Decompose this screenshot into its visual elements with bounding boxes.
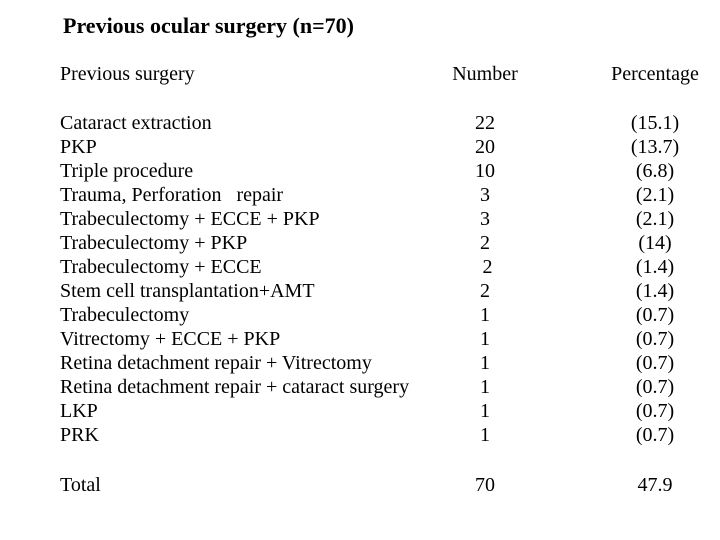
cell-number: 1 (480, 328, 490, 350)
cell-number: 1 (480, 376, 490, 398)
cell-number: 1 (480, 352, 490, 374)
cell-percentage: (1.4) (635, 280, 675, 302)
table-row: PKP 20 (13.7) (60, 135, 720, 159)
cell-percentage: (13.7) (630, 136, 680, 158)
table-row: Trabeculectomy + PKP 2 (14) (60, 231, 720, 255)
cell-percentage: (0.7) (635, 328, 675, 350)
column-header-percentage: Percentage (611, 63, 699, 85)
cell-number: 22 (475, 112, 495, 134)
cell-number: 1 (480, 304, 490, 326)
table-row: Trabeculectomy + ECCE + PKP 3 (2.1) (60, 207, 720, 231)
cell-percentage: (0.7) (635, 400, 675, 422)
cell-surgery: PRK (60, 424, 99, 446)
cell-percentage: (2.1) (635, 184, 675, 206)
total-percentage: 47.9 (637, 474, 673, 496)
table-body: Cataract extraction 22 (15.1) PKP 20 (13.7) Tr… (60, 111, 720, 447)
table-row: Vitrectomy + ECCE + PKP 1 (0.7) (60, 327, 720, 351)
cell-number: 1 (480, 424, 490, 446)
cell-surgery: Cataract extraction (60, 112, 212, 134)
cell-number: 20 (475, 136, 495, 158)
cell-surgery: Trabeculectomy + ECCE (60, 256, 262, 278)
table-row: Trauma, Perforation repair 3 (2.1) (60, 183, 720, 207)
cell-number: 2 (477, 256, 493, 278)
table-row: Trabeculectomy 1 (0.7) (60, 303, 720, 327)
cell-percentage: (0.7) (635, 376, 675, 398)
cell-number: 2 (480, 280, 490, 302)
total-number: 70 (475, 474, 495, 496)
table-total-row: Total 70 47.9 (60, 473, 720, 497)
cell-percentage: (15.1) (630, 112, 680, 134)
cell-number: 2 (480, 232, 490, 254)
cell-percentage: (0.7) (635, 424, 675, 446)
table-row: Cataract extraction 22 (15.1) (60, 111, 720, 135)
cell-surgery: Trauma, Perforation repair (60, 184, 284, 206)
cell-surgery: Triple procedure (60, 160, 194, 182)
table-row: Triple procedure 10 (6.8) (60, 159, 720, 183)
cell-surgery: Retina detachment repair + cataract surg… (60, 376, 410, 398)
cell-percentage: (0.7) (635, 352, 675, 374)
table-row: Retina detachment repair + cataract surg… (60, 375, 720, 399)
table-row: LKP 1 (0.7) (60, 399, 720, 423)
cell-surgery: Vitrectomy + ECCE + PKP (60, 328, 281, 350)
cell-surgery: Trabeculectomy + ECCE + PKP (60, 208, 320, 230)
cell-surgery: LKP (60, 400, 98, 422)
column-header-number: Number (452, 63, 518, 85)
cell-number: 3 (480, 208, 490, 230)
cell-number: 3 (480, 184, 490, 206)
table-header-row: Previous surgery Number Percentage (60, 62, 720, 86)
table-row: Stem cell transplantation+AMT 2 (1.4) (60, 279, 720, 303)
cell-percentage: (2.1) (635, 208, 675, 230)
cell-percentage: (6.8) (635, 160, 675, 182)
column-header-previous-surgery: Previous surgery (60, 63, 195, 85)
table-row: Retina detachment repair + Vitrectomy 1 (0… (60, 351, 720, 375)
cell-percentage: (1.4) (635, 256, 675, 278)
cell-surgery: Stem cell transplantation+AMT (60, 280, 315, 302)
table-row: PRK 1 (0.7) (60, 423, 720, 447)
cell-surgery: PKP (60, 136, 97, 158)
cell-surgery: Retina detachment repair + Vitrectomy (60, 352, 372, 374)
cell-number: 1 (480, 400, 490, 422)
cell-number: 10 (475, 160, 495, 182)
total-label: Total (60, 474, 101, 496)
previous-surgery-table: Previous surgery Number Percentage Catar… (60, 62, 720, 497)
cell-surgery: Trabeculectomy (60, 304, 190, 326)
page-title: Previous ocular surgery (n=70) (63, 13, 354, 38)
cell-percentage: (14) (638, 232, 672, 254)
cell-percentage: (0.7) (635, 304, 675, 326)
table-row: Trabeculectomy + ECCE 2 (1.4) (60, 255, 720, 279)
cell-surgery: Trabeculectomy + PKP (60, 232, 248, 254)
